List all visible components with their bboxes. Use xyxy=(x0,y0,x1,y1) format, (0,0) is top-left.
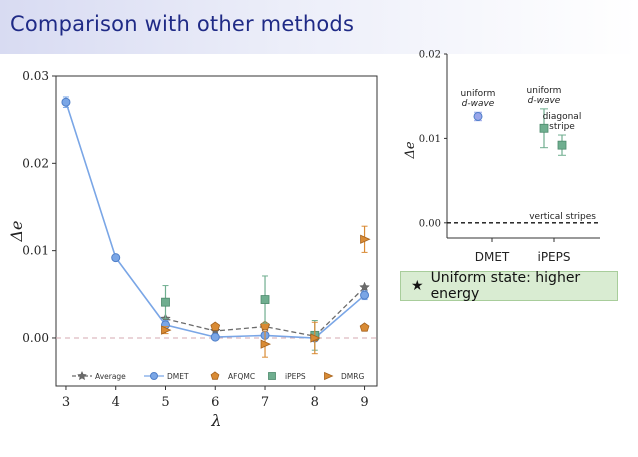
slide-title: Comparison with other methods xyxy=(10,12,355,36)
x-tick-label: 7 xyxy=(261,395,269,410)
x-tick-label: 9 xyxy=(360,395,368,410)
y-tick-label: 0.01 xyxy=(22,244,49,258)
inset-ipeps-point xyxy=(557,140,567,150)
inset-x-tick-label: DMET xyxy=(475,250,510,264)
inset-point-label: uniform xyxy=(527,86,562,96)
star-icon: ★ xyxy=(411,278,424,294)
legend-average-marker xyxy=(77,370,87,381)
dmet-point xyxy=(61,97,71,107)
legend-dmet-marker xyxy=(150,372,158,380)
legend-dmet-label: DMET xyxy=(167,372,189,381)
legend-afqmc-label: AFQMC xyxy=(228,372,255,381)
inset-y-tick-label: 0.01 xyxy=(419,134,441,145)
inset-point-label: uniform xyxy=(461,89,496,99)
afqmc-point xyxy=(210,321,221,331)
ipeps-point xyxy=(260,295,270,304)
average-line xyxy=(165,286,366,337)
y-tick-label: 0.00 xyxy=(22,331,49,345)
title-band xyxy=(0,0,638,54)
callout-text: Uniform state: higher energy xyxy=(430,270,581,302)
y-tick-label: 0.03 xyxy=(22,69,49,83)
y-tick-label: 0.02 xyxy=(22,156,49,170)
y-axis-label: Δe xyxy=(7,220,26,242)
legend-dmrg-marker xyxy=(324,371,334,381)
x-tick-label: 4 xyxy=(112,395,120,410)
legend-afqmc-marker xyxy=(210,371,220,380)
callout-box: ★ Uniform state: higher energy xyxy=(400,270,618,302)
x-tick-label: 5 xyxy=(161,395,169,410)
legend-ipeps-label: iPEPS xyxy=(285,372,306,381)
legend-ipeps-marker xyxy=(268,372,276,380)
inset-point-label: d-wave xyxy=(462,99,495,109)
main-plot-frame xyxy=(55,75,378,387)
dmrg-point xyxy=(360,234,371,244)
inset-y-axis-label: Δe xyxy=(403,141,418,159)
inset-y-tick-label: 0.00 xyxy=(419,218,441,229)
afqmc-point xyxy=(359,322,370,332)
dmet-point xyxy=(210,332,220,342)
dmet-point xyxy=(111,253,121,263)
vertical-stripes-label: vertical stripes xyxy=(529,212,596,222)
inset-point-label: d-wave xyxy=(528,96,561,106)
dmet-point xyxy=(360,290,370,300)
dmrg-point xyxy=(310,333,321,343)
dmrg-point xyxy=(260,339,272,349)
inset-ipeps-point xyxy=(539,123,549,133)
ipeps-point xyxy=(161,297,170,307)
inset-point-label: diagonal xyxy=(543,112,582,122)
dmet-line xyxy=(65,101,366,339)
x-tick-label: 8 xyxy=(311,395,319,410)
x-tick-label: 6 xyxy=(211,395,219,410)
average-point xyxy=(359,281,370,292)
legend-average-label: Average xyxy=(95,372,126,381)
x-tick-label: 3 xyxy=(62,395,70,410)
legend-dmrg-label: DMRG xyxy=(341,372,364,381)
inset-y-tick-label: 0.02 xyxy=(419,50,441,61)
inset-x-tick-label: iPEPS xyxy=(537,250,570,264)
x-axis-label: λ xyxy=(210,411,221,430)
dmrg-point xyxy=(161,325,172,335)
inset-dmet-point xyxy=(473,111,483,121)
inset-point-label: stripe xyxy=(549,122,575,132)
